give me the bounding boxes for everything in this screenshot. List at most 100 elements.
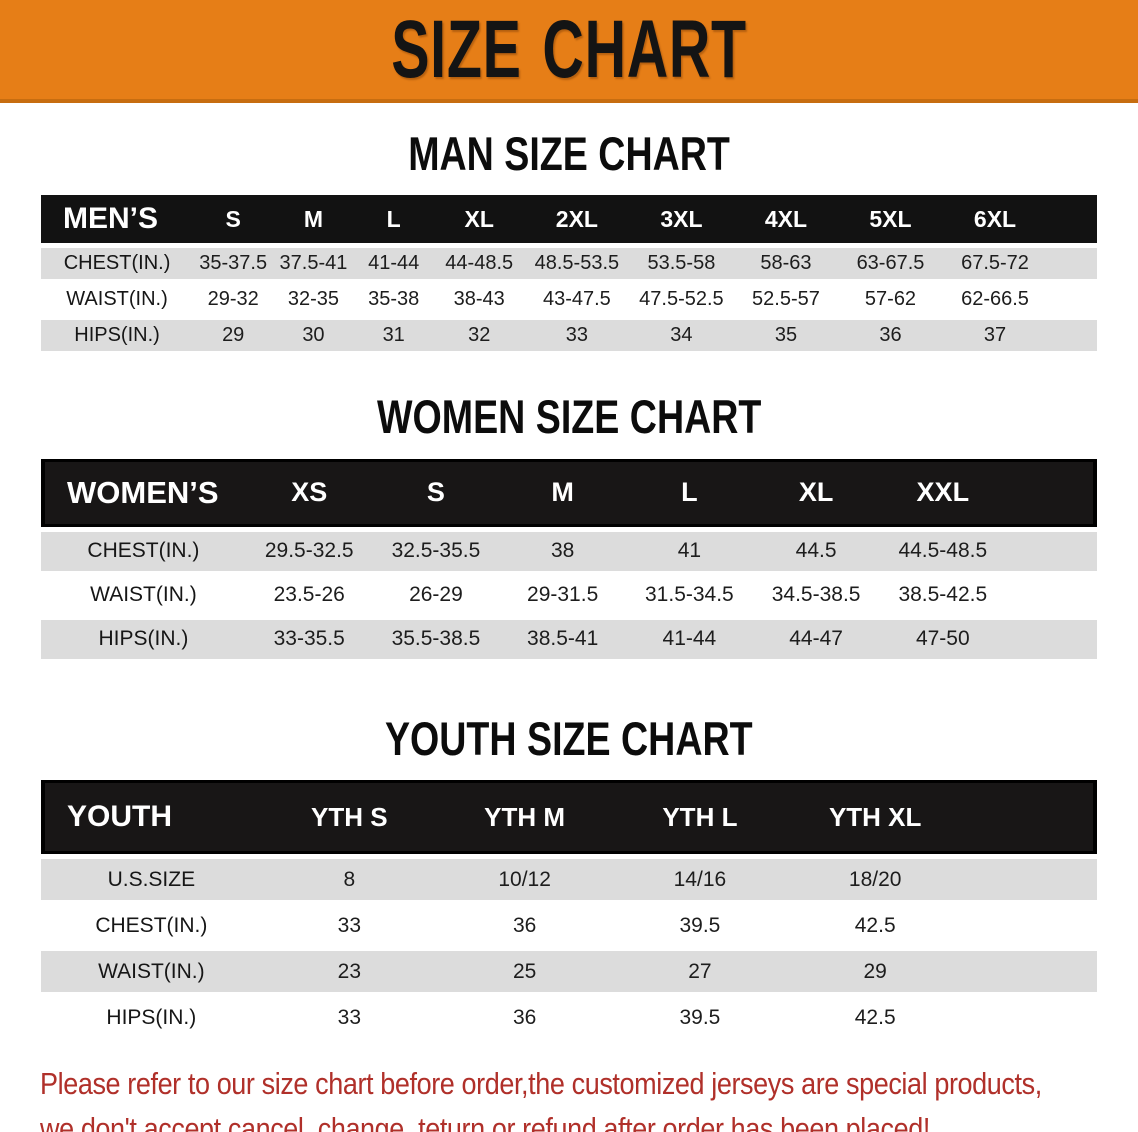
- men-size-table: MEN’S S M L XL 2XL 3XL 4XL 5XL 6XL CHEST(IN.) 35-37…: [41, 190, 1097, 356]
- size-value-cell: 41: [626, 531, 753, 571]
- size-value-cell: 10/12: [436, 859, 613, 901]
- row-label-cell: WAIST(IN.): [41, 575, 246, 615]
- row-spacer-cell: [1047, 320, 1097, 352]
- size-value-cell: 39.5: [612, 997, 788, 1039]
- row-spacer-cell: [962, 951, 1097, 993]
- table-row: HIPS(IN.) 33 36 39.5 42.5: [41, 997, 1097, 1039]
- size-value-cell: 37: [942, 320, 1048, 352]
- size-value-cell: 18/20: [787, 859, 963, 901]
- size-value-cell: 47.5-52.5: [629, 284, 734, 316]
- table-title-cell: WOMEN’S: [41, 458, 246, 527]
- size-column-header: YTH S: [261, 780, 437, 855]
- size-value-cell: 29-31.5: [499, 575, 627, 615]
- size-value-cell: 44.5-48.5: [879, 531, 1007, 571]
- table-title-cell: YOUTH: [41, 780, 262, 855]
- table-row: HIPS(IN.) 29 30 31 32 33 34 35 36 37: [41, 320, 1097, 352]
- row-label-cell: CHEST(IN.): [41, 531, 246, 571]
- size-value-cell: 44-47: [752, 619, 880, 659]
- size-column-header: M: [273, 195, 354, 244]
- size-value-cell: 58-63: [733, 248, 839, 280]
- size-value-cell: 32.5-35.5: [372, 531, 500, 571]
- size-value-cell: 33: [524, 320, 630, 352]
- youth-section-heading: YOUTH SIZE CHART: [385, 711, 753, 765]
- row-spacer-cell: [1047, 248, 1097, 280]
- size-value-cell: 35: [733, 320, 839, 352]
- header-spacer-cell: [1006, 458, 1097, 527]
- size-value-cell: 29-32: [193, 284, 274, 316]
- size-column-header: M: [499, 458, 627, 527]
- size-value-cell: 36: [436, 997, 613, 1039]
- size-value-cell: 44-48.5: [433, 248, 525, 280]
- size-value-cell: 39.5: [612, 905, 788, 947]
- row-label-cell: U.S.SIZE: [41, 859, 262, 901]
- size-value-cell: 36: [436, 905, 613, 947]
- size-value-cell: 35-38: [353, 284, 434, 316]
- row-spacer-cell: [962, 997, 1097, 1039]
- size-value-cell: 30: [273, 320, 354, 352]
- size-value-cell: 26-29: [372, 575, 500, 615]
- row-label-cell: WAIST(IN.): [41, 284, 194, 316]
- size-column-header: XL: [752, 458, 880, 527]
- size-column-header: 6XL: [942, 195, 1048, 244]
- row-label-cell: HIPS(IN.): [41, 320, 194, 352]
- row-label-cell: HIPS(IN.): [41, 997, 262, 1039]
- row-label-cell: CHEST(IN.): [41, 905, 262, 947]
- size-value-cell: 35-37.5: [193, 248, 274, 280]
- table-title-cell: MEN’S: [41, 195, 194, 244]
- size-value-cell: 52.5-57: [733, 284, 839, 316]
- size-value-cell: 57-62: [838, 284, 943, 316]
- size-value-cell: 33: [261, 997, 437, 1039]
- row-label-cell: WAIST(IN.): [41, 951, 262, 993]
- size-value-cell: 42.5: [787, 997, 963, 1039]
- size-column-header: YTH XL: [787, 780, 963, 855]
- order-notice-line-2: we don't accept cancel, change, teturn o…: [40, 1112, 930, 1132]
- table-row: CHEST(IN.) 29.5-32.5 32.5-35.5 38 41 44.5 44.5…: [41, 531, 1097, 571]
- men-section-heading: MAN SIZE CHART: [408, 127, 730, 180]
- size-value-cell: 23: [261, 951, 437, 993]
- women-section: WOMEN SIZE CHART: [0, 356, 1138, 442]
- size-value-cell: 62-66.5: [942, 284, 1048, 316]
- table-row: CHEST(IN.) 33 36 39.5 42.5: [41, 905, 1097, 947]
- table-row: CHEST(IN.) 35-37.5 37.5-41 41-44 44-48.5 48.5…: [41, 248, 1097, 280]
- banner-title: SIZE CHART: [391, 3, 747, 95]
- table-row: WAIST(IN.) 23 25 27 29: [41, 951, 1097, 993]
- size-value-cell: 8: [261, 859, 437, 901]
- size-value-cell: 32: [433, 320, 525, 352]
- row-spacer-cell: [962, 859, 1097, 901]
- size-value-cell: 42.5: [787, 905, 963, 947]
- size-value-cell: 32-35: [273, 284, 354, 316]
- size-column-header: S: [193, 195, 274, 244]
- size-value-cell: 63-67.5: [838, 248, 943, 280]
- size-column-header: XXL: [879, 458, 1007, 527]
- size-value-cell: 43-47.5: [524, 284, 630, 316]
- size-value-cell: 53.5-58: [629, 248, 734, 280]
- row-spacer-cell: [1047, 284, 1097, 316]
- size-value-cell: 38: [499, 531, 627, 571]
- header-spacer-cell: [1047, 195, 1097, 244]
- table-row: WAIST(IN.) 29-32 32-35 35-38 38-43 43-47.5 47.…: [41, 284, 1097, 316]
- size-column-header: YTH L: [612, 780, 788, 855]
- men-section: MAN SIZE CHART: [0, 103, 1138, 180]
- size-value-cell: 23.5-26: [245, 575, 373, 615]
- size-column-header: XS: [245, 458, 373, 527]
- size-value-cell: 31.5-34.5: [626, 575, 753, 615]
- size-column-header: L: [626, 458, 753, 527]
- size-column-header: 4XL: [733, 195, 839, 244]
- size-value-cell: 33: [261, 905, 437, 947]
- table-row: U.S.SIZE 8 10/12 14/16 18/20: [41, 859, 1097, 901]
- header-spacer-cell: [962, 780, 1097, 855]
- size-column-header: YTH M: [436, 780, 613, 855]
- size-value-cell: 35.5-38.5: [372, 619, 500, 659]
- size-value-cell: 38.5-42.5: [879, 575, 1007, 615]
- size-value-cell: 47-50: [879, 619, 1007, 659]
- row-label-cell: CHEST(IN.): [41, 248, 194, 280]
- table-header-row: WOMEN’S XS S M L XL XXL: [41, 458, 1097, 527]
- size-value-cell: 41-44: [353, 248, 434, 280]
- size-value-cell: 36: [838, 320, 943, 352]
- size-value-cell: 48.5-53.5: [524, 248, 630, 280]
- size-value-cell: 37.5-41: [273, 248, 354, 280]
- table-header-row: YOUTH YTH S YTH M YTH L YTH XL: [41, 780, 1097, 855]
- size-column-header: S: [372, 458, 500, 527]
- size-value-cell: 31: [353, 320, 434, 352]
